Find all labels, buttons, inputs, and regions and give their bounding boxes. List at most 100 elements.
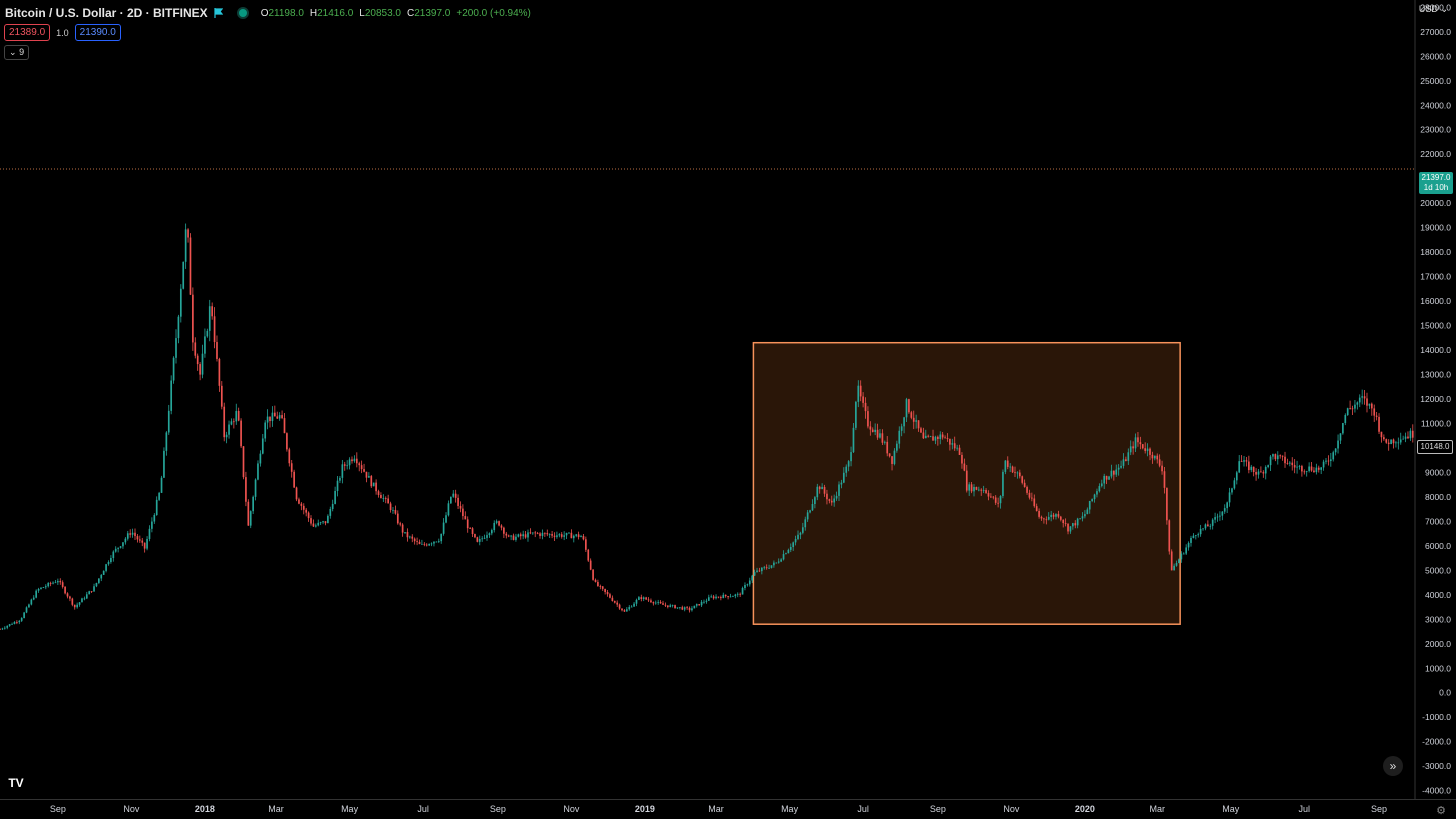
candle-body: [235, 410, 238, 422]
time-tick-label: 2019: [635, 804, 655, 814]
price-axis[interactable]: 28000.0 27000.0 26000.0 25000.0 24000.0 23000…: [1420, 2, 1451, 795]
candle-body: [1334, 448, 1337, 453]
candle-body: [835, 495, 838, 499]
price-tick-label: 27000.0: [1420, 27, 1451, 37]
time-axis[interactable]: Sep Nov 2018 Mar May Jul Sep Nov 2019 Mar May Jul Se…: [50, 804, 1387, 814]
candle-body: [910, 412, 913, 418]
candle-body: [1310, 466, 1313, 471]
candle-body: [920, 428, 922, 433]
currency-selector[interactable]: USD ⌄: [1419, 4, 1448, 15]
candle-body: [1351, 408, 1354, 410]
price-tick-label: 18000.0: [1420, 247, 1451, 257]
candle-body: [339, 477, 341, 481]
candle-body: [816, 486, 819, 498]
candle-body: [1313, 470, 1315, 473]
candle-body: [1103, 475, 1106, 484]
price-tick-label: 8000.0: [1425, 492, 1451, 502]
candle-body: [334, 490, 336, 504]
candle-body: [746, 584, 749, 586]
candle-body: [722, 594, 725, 599]
candle-body: [558, 534, 561, 536]
candle-body: [720, 597, 722, 599]
chevron-down-icon: ⌄: [9, 47, 17, 57]
candle-body: [1052, 514, 1055, 517]
chevron-down-icon: ⌄: [1440, 4, 1448, 14]
candle-body: [736, 593, 739, 595]
candle-body: [1211, 519, 1214, 526]
candle-body: [1354, 404, 1356, 409]
candle-body: [421, 543, 423, 545]
candle-body: [789, 546, 792, 550]
price-tick-label: 20000.0: [1420, 198, 1451, 208]
price-tick-label: 23000.0: [1420, 125, 1451, 135]
candle-body: [693, 605, 696, 609]
candle-body: [527, 532, 529, 538]
candle-body: [1402, 438, 1404, 440]
candle-body: [286, 433, 288, 450]
candle-body: [399, 523, 402, 525]
candle-body: [821, 486, 823, 490]
candle-body: [266, 416, 269, 423]
buy-button[interactable]: 21390.0: [74, 24, 121, 41]
candle-body: [1209, 525, 1212, 527]
candle-body: [1190, 537, 1192, 543]
candle-body: [951, 443, 954, 445]
candle-body: [1016, 472, 1019, 474]
candle-body: [515, 536, 517, 540]
sell-button[interactable]: 21389.0: [4, 24, 51, 41]
candle-body: [122, 542, 124, 547]
candle-body: [6, 625, 9, 628]
candle-body: [1163, 471, 1166, 488]
market-status-icon[interactable]: [236, 7, 249, 19]
candle-body: [1269, 456, 1272, 466]
candle-body: [452, 493, 455, 497]
candle-body: [464, 516, 467, 520]
candle-body: [1057, 514, 1060, 517]
candle-body: [823, 486, 826, 494]
candle-body: [1149, 448, 1151, 455]
candle-body: [845, 466, 848, 473]
candle-body: [691, 608, 693, 611]
candle-body: [572, 535, 575, 539]
candle-body: [1170, 551, 1173, 571]
candle-body: [1182, 553, 1185, 555]
candle-body: [1115, 469, 1118, 475]
price-tick-label: -1000.0: [1422, 712, 1451, 722]
candle-body: [387, 498, 390, 504]
gear-icon[interactable]: ⚙: [1436, 805, 1446, 817]
candle-body: [1011, 466, 1014, 473]
candle-body: [1260, 471, 1262, 473]
candle-body: [1339, 433, 1342, 441]
candle-body: [758, 570, 761, 572]
candle-body: [233, 421, 235, 423]
indicators-toggle[interactable]: ⌄ 9: [4, 45, 30, 60]
candle-body: [146, 538, 148, 549]
candle-body: [1199, 528, 1202, 535]
symbol-title[interactable]: Bitcoin / U.S. Dollar · 2D · BITFINEX: [5, 6, 208, 20]
time-tick-label: Jul: [857, 804, 869, 814]
candle-body: [563, 535, 565, 537]
candle-body: [1240, 461, 1243, 462]
candle-body: [541, 532, 544, 536]
candle-body: [1276, 455, 1279, 460]
candle-body: [449, 496, 452, 504]
candle-body: [1059, 516, 1062, 520]
double-chevron-right-icon[interactable]: »: [1383, 756, 1403, 776]
candle-body: [568, 532, 570, 534]
candle-body: [1317, 467, 1320, 470]
price-change: +200.0 (+0.94%): [456, 7, 531, 19]
candle-body: [442, 522, 445, 534]
candle-body: [179, 288, 182, 317]
candle-body: [961, 454, 963, 464]
candle-body: [623, 610, 626, 612]
time-tick-label: Nov: [123, 804, 140, 814]
time-tick-label: Nov: [1003, 804, 1020, 814]
candle-body: [288, 449, 291, 464]
candle-body: [734, 594, 737, 597]
tradingview-logo[interactable]: TV: [8, 776, 24, 790]
flag-icon[interactable]: [214, 8, 223, 18]
candle-body: [748, 580, 751, 585]
candle-body: [809, 510, 811, 513]
candle-body: [276, 416, 279, 419]
